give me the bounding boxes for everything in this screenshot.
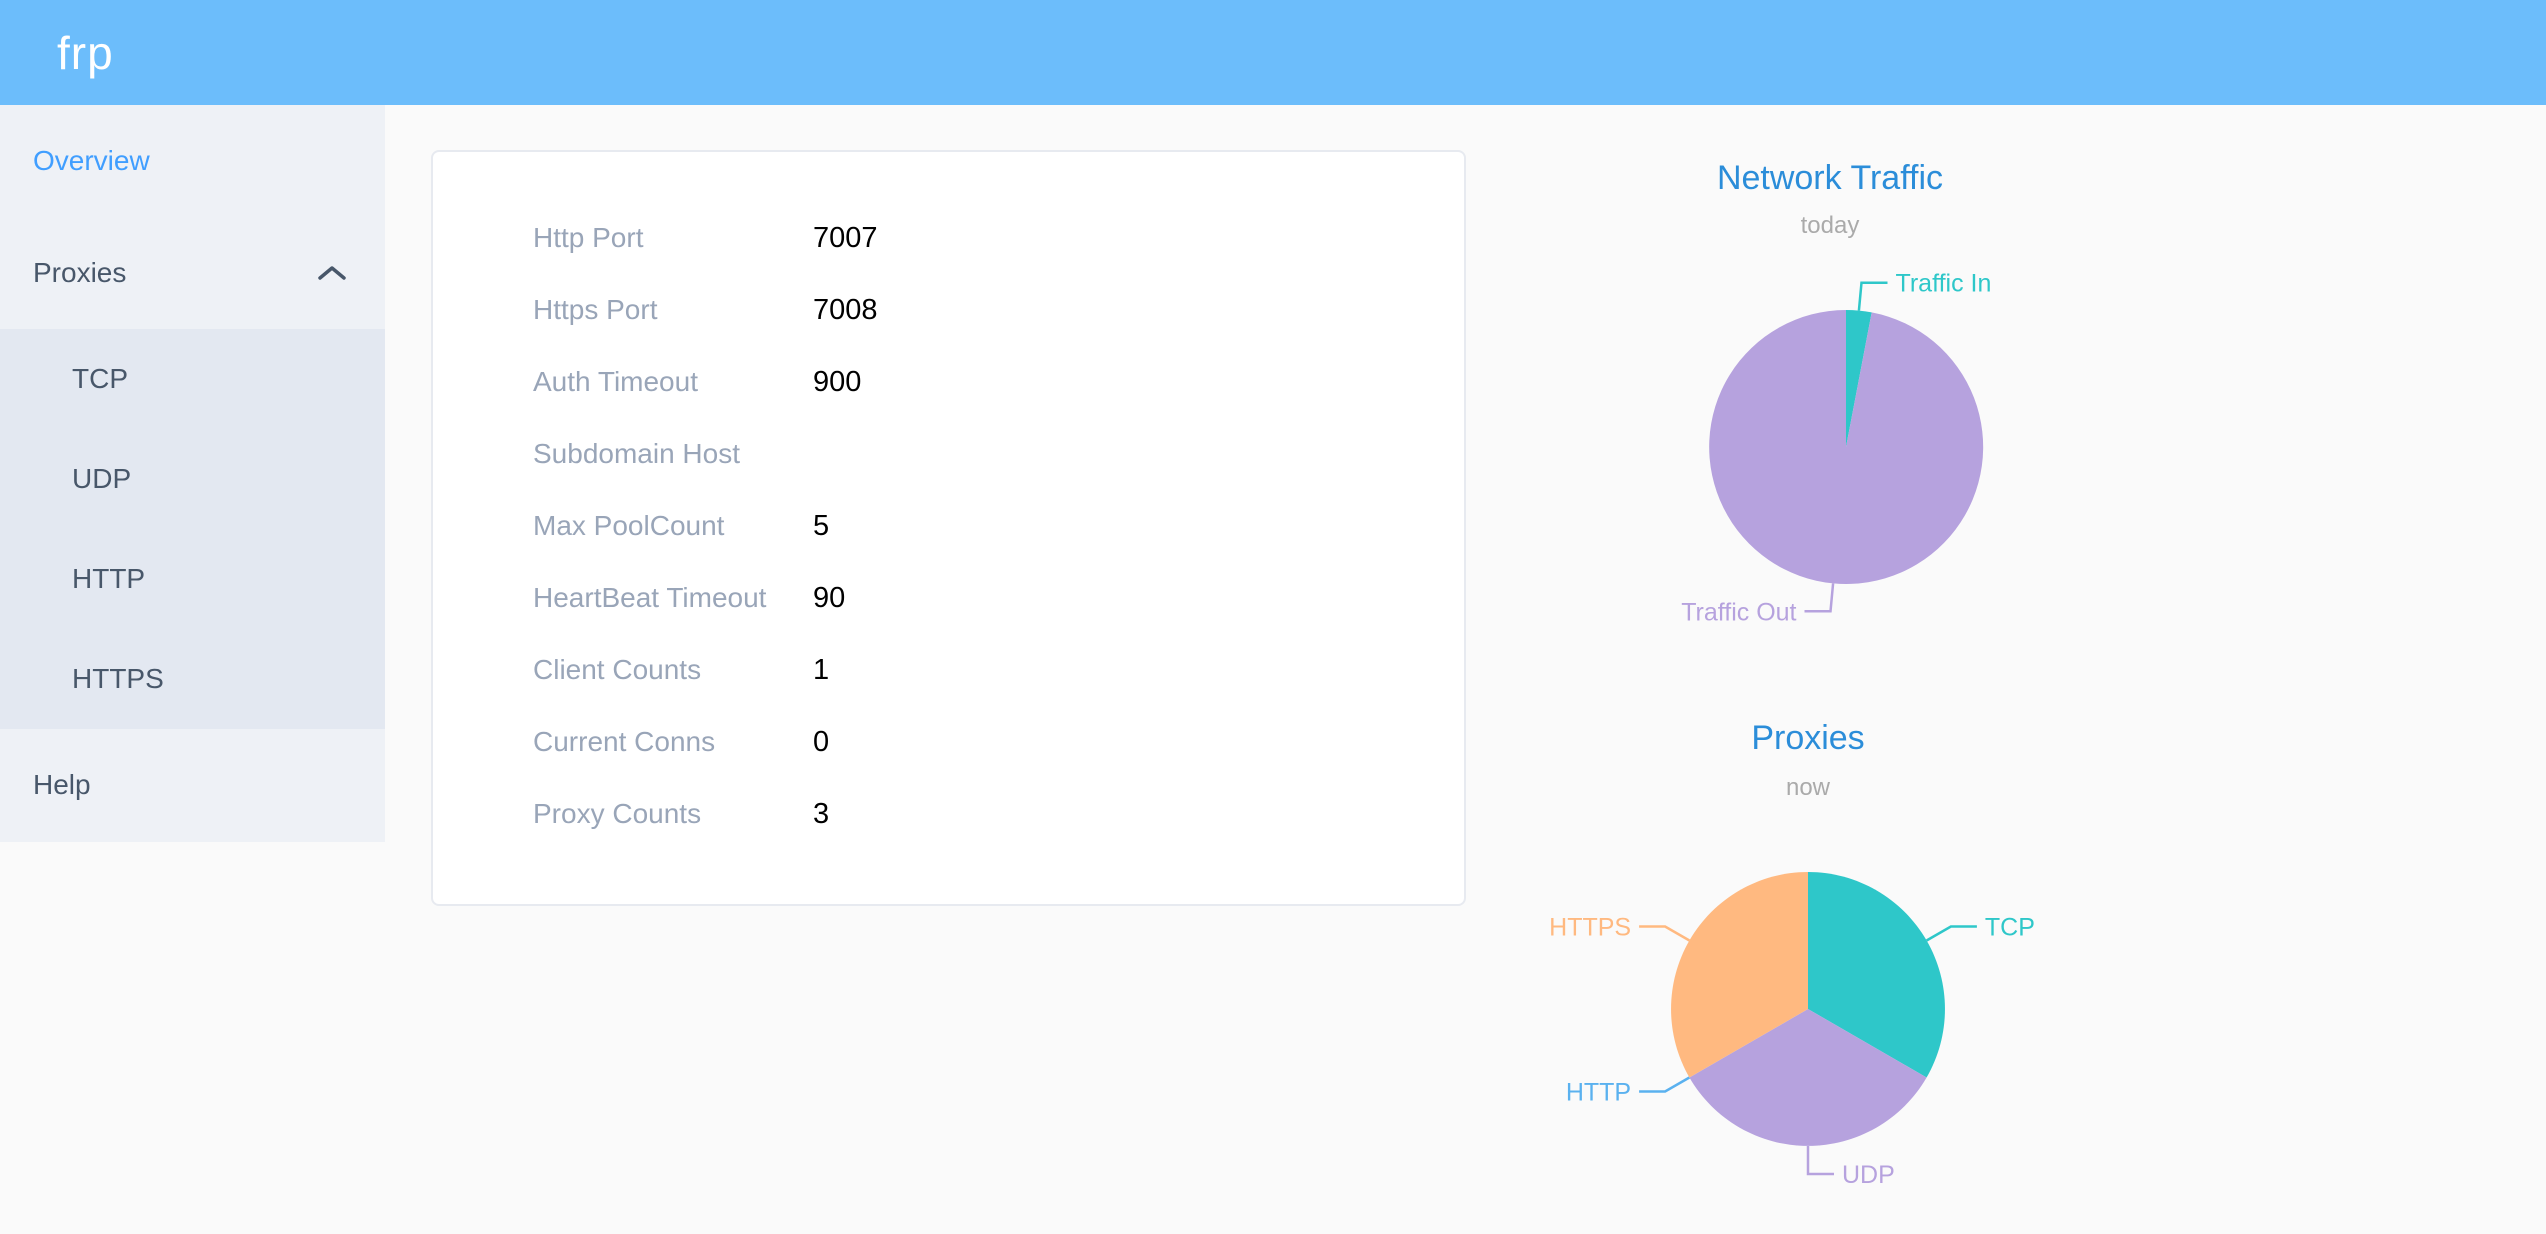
config-row: Current Conns 0 bbox=[433, 706, 1464, 778]
sidebar: Overview Proxies TCP UDP HTTP HTTPS Help bbox=[0, 105, 385, 842]
pie-label-traffic-in: Traffic In bbox=[1896, 270, 1992, 298]
pie-slice-https[interactable] bbox=[1671, 872, 1808, 1078]
label-line-http bbox=[1639, 1076, 1691, 1093]
sidebar-item-udp[interactable]: UDP bbox=[0, 429, 385, 529]
pie-slice-traffic-out[interactable] bbox=[1709, 310, 1984, 584]
config-label: Http Port bbox=[533, 222, 644, 253]
config-value: 7007 bbox=[813, 221, 878, 254]
chart-title: Network Traffic bbox=[1717, 159, 1943, 197]
config-label: Client Counts bbox=[533, 654, 702, 685]
pie-label-traffic-out: Traffic Out bbox=[1681, 598, 1796, 626]
config-row: Auth Timeout 900 bbox=[433, 346, 1464, 418]
sidebar-item-label: UDP bbox=[72, 463, 132, 494]
config-label: Proxy Counts bbox=[533, 798, 702, 829]
sidebar-item-http[interactable]: HTTP bbox=[0, 529, 385, 629]
app-header: frp bbox=[0, 0, 2546, 105]
server-config-card: Http Port 7007 Https Port 7008 Auth Time… bbox=[431, 150, 1466, 906]
label-line-tcp bbox=[1925, 925, 1977, 942]
config-value: 5 bbox=[813, 509, 830, 542]
config-value: 90 bbox=[813, 581, 846, 614]
pie-label-http: HTTP bbox=[1566, 1079, 1631, 1107]
network-traffic-pie-chart: Network Traffic today Traffic In Traffic Ou… bbox=[1681, 159, 1992, 626]
sidebar-item-help[interactable]: Help bbox=[0, 729, 385, 841]
pie-slice-tcp[interactable] bbox=[1808, 872, 1945, 1078]
app-logo: frp bbox=[57, 26, 114, 79]
sidebar-item-label: Overview bbox=[33, 145, 150, 176]
config-label: HeartBeat Timeout bbox=[533, 582, 767, 613]
sidebar-item-label: HTTPS bbox=[72, 663, 164, 694]
pie-label-tcp: TCP bbox=[1985, 914, 2035, 942]
config-row: HeartBeat Timeout 90 bbox=[433, 562, 1464, 634]
chart-subtitle: now bbox=[1786, 774, 1831, 801]
config-label: Subdomain Host bbox=[533, 438, 741, 469]
sidebar-item-tcp[interactable]: TCP bbox=[0, 329, 385, 429]
config-label: Https Port bbox=[533, 294, 658, 325]
config-row: Subdomain Host bbox=[433, 418, 1464, 490]
label-line-https bbox=[1639, 925, 1691, 942]
config-value: 900 bbox=[813, 365, 862, 398]
config-row: Proxy Counts 3 bbox=[433, 778, 1464, 850]
config-row: Https Port 7008 bbox=[433, 274, 1464, 346]
config-value: 7008 bbox=[813, 293, 878, 326]
chart-title: Proxies bbox=[1751, 719, 1864, 757]
sidebar-item-label: Proxies bbox=[33, 257, 127, 288]
proxies-pie-chart: Proxies now TCP UDP HTTP HTTPS bbox=[1549, 719, 2035, 1189]
sidebar-item-label: Help bbox=[33, 769, 91, 800]
config-value: 3 bbox=[813, 797, 830, 830]
label-line-udp bbox=[1806, 1146, 1834, 1176]
proxies-submenu: TCP UDP HTTP HTTPS bbox=[0, 329, 385, 729]
config-row: Client Counts 1 bbox=[433, 634, 1464, 706]
chart-subtitle: today bbox=[1801, 212, 1860, 239]
config-value: 0 bbox=[813, 725, 830, 758]
config-label: Current Conns bbox=[533, 726, 716, 757]
config-label: Max PoolCount bbox=[533, 510, 725, 541]
pie-label-udp: UDP bbox=[1842, 1161, 1895, 1189]
sidebar-item-label: TCP bbox=[72, 363, 128, 394]
config-label: Auth Timeout bbox=[533, 366, 698, 397]
config-row: Max PoolCount 5 bbox=[433, 490, 1464, 562]
config-row: Http Port 7007 bbox=[433, 202, 1464, 274]
pie-slice-traffic-in[interactable] bbox=[1846, 309, 1872, 447]
label-line-traffic-out bbox=[1804, 583, 1835, 613]
sidebar-item-https[interactable]: HTTPS bbox=[0, 629, 385, 729]
config-value: 1 bbox=[813, 653, 830, 686]
chevron-up-icon[interactable] bbox=[317, 264, 347, 282]
label-line-traffic-in bbox=[1857, 281, 1888, 311]
sidebar-item-label: HTTP bbox=[72, 563, 146, 594]
pie-label-https: HTTPS bbox=[1549, 914, 1631, 942]
sidebar-item-proxies[interactable]: Proxies bbox=[0, 217, 385, 329]
sidebar-item-overview[interactable]: Overview bbox=[0, 105, 385, 217]
pie-slice-udp[interactable] bbox=[1689, 1009, 1927, 1146]
